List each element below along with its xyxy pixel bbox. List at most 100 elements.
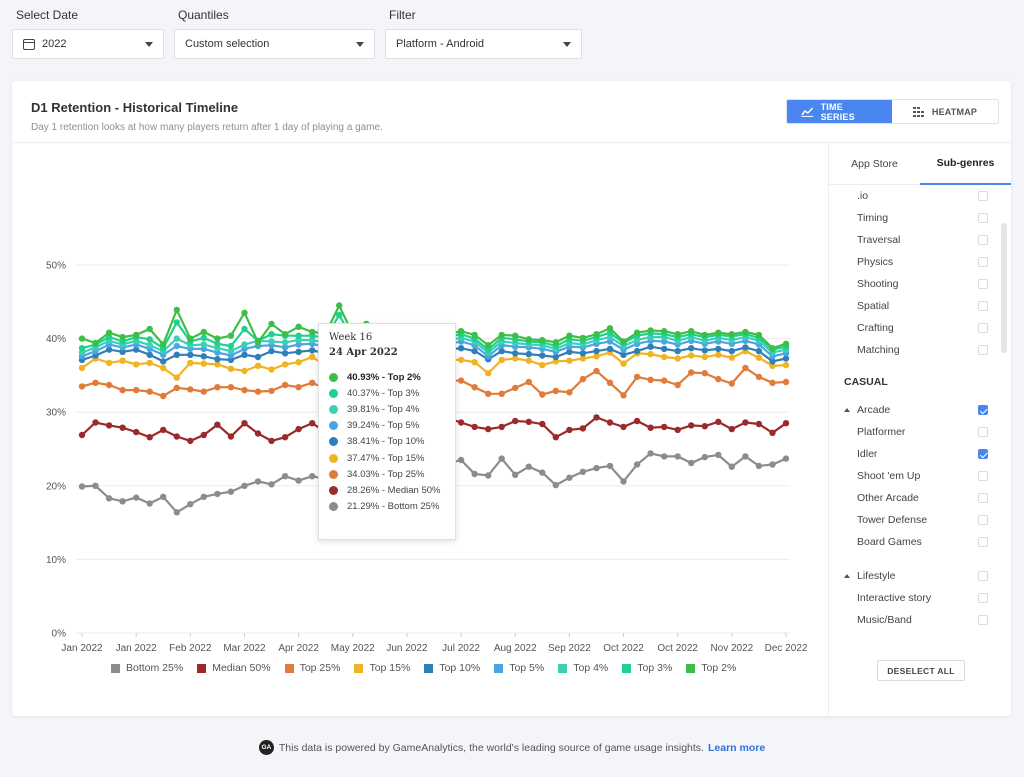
data-point: [552, 353, 559, 361]
data-point: [471, 423, 478, 431]
genre-item[interactable]: Interactive story: [829, 587, 1012, 609]
genre-checkbox[interactable]: [978, 571, 988, 581]
genre-item[interactable]: Physics: [829, 251, 1012, 273]
data-point: [539, 352, 546, 359]
legend-item[interactable]: Top 4%: [558, 662, 608, 674]
data-point: [661, 328, 668, 335]
tooltip-row: 40.37% - Top 3%: [329, 385, 445, 401]
genre-item[interactable]: Timing: [829, 207, 1012, 229]
data-point: [92, 379, 99, 386]
genre-label: Idler: [857, 448, 878, 460]
genre-item[interactable]: Crafting: [829, 317, 1012, 339]
data-point: [92, 419, 99, 426]
genre-label: CASUAL: [844, 376, 888, 388]
genre-checkbox[interactable]: [978, 615, 988, 625]
data-point: [633, 329, 641, 336]
deselect-all-button[interactable]: DESELECT ALL: [877, 660, 965, 681]
legend-item[interactable]: Top 10%: [424, 662, 480, 674]
genre-item[interactable]: Spatial: [829, 295, 1012, 317]
date-select[interactable]: 2022: [12, 29, 164, 59]
legend-item[interactable]: Top 2%: [686, 662, 736, 674]
legend-item[interactable]: Top 5%: [494, 662, 544, 674]
data-point: [701, 453, 708, 461]
genre-item[interactable]: Shooting: [829, 273, 1012, 295]
data-point: [552, 387, 559, 395]
platform-select[interactable]: Platform - Android: [385, 29, 582, 59]
data-point: [620, 423, 627, 431]
learn-more-link[interactable]: Learn more: [707, 741, 766, 754]
x-tick-label: Nov 2022: [710, 643, 753, 654]
genre-checkbox[interactable]: [978, 301, 988, 311]
data-point: [268, 437, 275, 445]
heatmap-button[interactable]: HEATMAP: [892, 100, 998, 123]
genre-item[interactable]: .io: [829, 185, 1012, 207]
data-point: [715, 418, 722, 425]
genre-checkbox[interactable]: [978, 213, 988, 223]
data-point: [782, 361, 790, 369]
time-series-button[interactable]: TIME SERIES: [787, 100, 892, 123]
genre-checkbox[interactable]: [978, 427, 988, 437]
genre-item[interactable]: Idler: [829, 443, 1012, 465]
data-point: [133, 331, 140, 339]
genre-item[interactable]: Platformer: [829, 421, 1012, 443]
tab-sub-genres[interactable]: Sub-genres: [920, 143, 1011, 185]
data-point: [525, 350, 532, 358]
genre-item[interactable]: Lifestyle: [829, 565, 1012, 587]
sidebar-scrollbar[interactable]: [1001, 223, 1007, 353]
data-point: [539, 336, 546, 344]
tooltip-row-text: 28.26% - Median 50%: [347, 484, 441, 496]
quantiles-select[interactable]: Custom selection: [174, 29, 375, 59]
data-point: [579, 468, 587, 475]
genre-checkbox[interactable]: [978, 493, 988, 503]
genre-item[interactable]: Shoot 'em Up: [829, 465, 1012, 487]
genre-checkbox[interactable]: [978, 279, 988, 289]
data-point: [457, 345, 465, 352]
data-point: [227, 365, 235, 372]
data-point: [254, 430, 262, 437]
data-point: [715, 375, 722, 383]
data-point: [119, 348, 126, 355]
legend-item[interactable]: Top 25%: [284, 662, 340, 674]
genre-checkbox[interactable]: [978, 191, 988, 201]
data-point: [187, 437, 194, 445]
footer-text: This data is powered by GameAnalytics, t…: [278, 741, 704, 754]
collapse-caret-icon[interactable]: [844, 408, 850, 412]
data-point: [160, 364, 167, 372]
data-point: [214, 421, 221, 428]
genre-checkbox[interactable]: [978, 593, 988, 603]
data-point: [281, 473, 289, 480]
data-point: [457, 328, 465, 335]
genre-checkbox[interactable]: [978, 449, 988, 459]
genre-item[interactable]: Other Arcade: [829, 487, 1012, 509]
genre-checkbox[interactable]: [978, 345, 988, 355]
data-point: [620, 478, 627, 485]
quantiles-filter-label: Quantiles: [178, 8, 229, 22]
genre-checkbox[interactable]: [978, 471, 988, 481]
legend-item[interactable]: Bottom 25%: [111, 662, 183, 674]
data-point: [78, 431, 86, 439]
genre-checkbox[interactable]: [978, 515, 988, 525]
legend-item[interactable]: Top 15%: [354, 662, 410, 674]
legend-item[interactable]: Top 3%: [622, 662, 672, 674]
genre-checkbox[interactable]: [978, 405, 988, 415]
genre-item[interactable]: Matching: [829, 339, 1012, 361]
genre-item[interactable]: Traversal: [829, 229, 1012, 251]
genre-item[interactable]: Music/Band: [829, 609, 1012, 631]
data-point: [742, 453, 749, 460]
data-point: [241, 341, 248, 348]
genre-item[interactable]: Tower Defense: [829, 509, 1012, 531]
data-point: [661, 353, 668, 361]
genre-checkbox[interactable]: [978, 257, 988, 267]
genre-item[interactable]: Arcade: [829, 399, 1012, 421]
data-point: [606, 419, 614, 426]
legend-label: Top 3%: [637, 662, 673, 674]
genre-item[interactable]: Board Games: [829, 531, 1012, 553]
tooltip-row-text: 39.81% - Top 4%: [347, 403, 420, 415]
tab-app-store[interactable]: App Store: [829, 143, 920, 185]
date-select-value: 2022: [42, 38, 67, 50]
genre-checkbox[interactable]: [978, 537, 988, 547]
genre-checkbox[interactable]: [978, 235, 988, 245]
collapse-caret-icon[interactable]: [844, 574, 850, 578]
legend-item[interactable]: Median 50%: [197, 662, 271, 674]
genre-checkbox[interactable]: [978, 323, 988, 333]
